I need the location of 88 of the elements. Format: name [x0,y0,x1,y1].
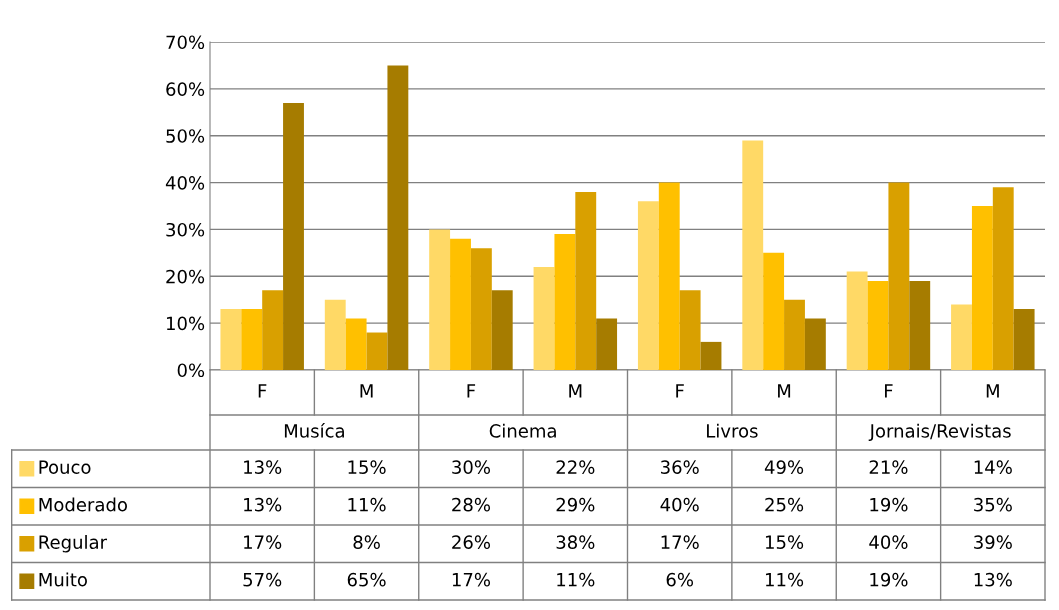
data-label: 13% [244,497,282,512]
legend-label: Regular [39,535,108,553]
data-label: 13% [244,460,282,474]
bar [658,182,680,370]
text: Cinema [489,423,556,438]
data-label: 6% [666,572,694,587]
data-label: 19% [870,572,908,587]
text: Musíca [284,423,344,438]
bar [554,234,576,370]
data-label: 11% [557,572,595,587]
y-tick-label: 20% [166,269,205,284]
bar [596,318,618,370]
bar [1013,309,1035,370]
data-label: 28% [452,497,491,512]
bar [888,182,910,370]
data-label: 40% [660,497,699,512]
bar [220,309,242,370]
data-label: 8% [353,535,380,549]
x-tick-label: M [778,384,791,398]
data-label: 25% [765,497,804,512]
text: Jornais/Revistas [868,423,1011,442]
x-tick-label: M [360,384,373,398]
bar [846,271,868,370]
data-label: 49% [764,460,804,474]
legend-label: Muito [39,572,87,587]
bar [491,290,513,370]
bar [470,248,492,370]
bar [804,318,826,370]
data-label: 26% [452,535,491,549]
y-tick-label: 70% [166,35,205,50]
bar [283,102,304,370]
bar [867,280,889,370]
data-label: 11% [348,497,386,512]
data-label: 15% [765,535,804,549]
x-tick-label: F [676,384,684,398]
y-tick-label: 0% [177,363,205,378]
data-label: 57% [243,572,282,587]
bar [784,299,805,370]
legend-label: Moderado [39,497,127,512]
data-label: 38% [556,535,595,549]
data-label: 17% [244,535,282,549]
x-tick-label: M [569,384,582,398]
data-label: 36% [661,460,699,474]
y-tick-label: 30% [166,222,205,237]
bar [637,201,659,370]
x-tick-label: M [986,384,999,398]
bar [345,318,367,370]
y-tick-label: 10% [166,316,205,331]
data-label: 13% [974,572,1012,587]
data-label: 22% [556,460,595,474]
text: Livros [707,423,758,438]
data-label: 40% [869,535,908,549]
data-label: 39% [974,535,1012,549]
bar [971,206,993,370]
x-tick-label: F [467,384,476,398]
data-label: 29% [556,497,595,512]
bar [575,191,597,370]
bar [763,252,785,370]
bar [679,290,701,370]
bar [742,140,764,370]
data-label: 17% [661,535,699,549]
data-label: 21% [869,460,908,474]
bar [324,299,346,370]
bar [700,341,722,370]
data-label: 19% [870,497,908,512]
y-tick-label: 60% [166,82,205,96]
bar [992,187,1014,370]
data-label: 30% [452,460,491,474]
x-tick-label: F [885,384,893,398]
y-tick-label: 50% [166,129,205,143]
bar [429,229,451,370]
data-label: 35% [974,497,1012,512]
data-label: 15% [348,460,386,474]
bar [241,309,263,370]
data-label: 65% [347,572,386,587]
x-tick-label: F [258,384,267,398]
data-label: 17% [452,572,491,587]
data-label: 14% [974,460,1012,474]
bar [450,238,471,370]
data-label: 11% [765,572,804,587]
bar [533,266,555,370]
y-tick-label: 40% [165,176,205,190]
legend-label: Pouco [39,460,91,474]
bar [262,290,284,370]
bar [951,304,972,370]
bar [366,332,388,370]
bar [909,280,931,370]
bar [387,65,409,370]
